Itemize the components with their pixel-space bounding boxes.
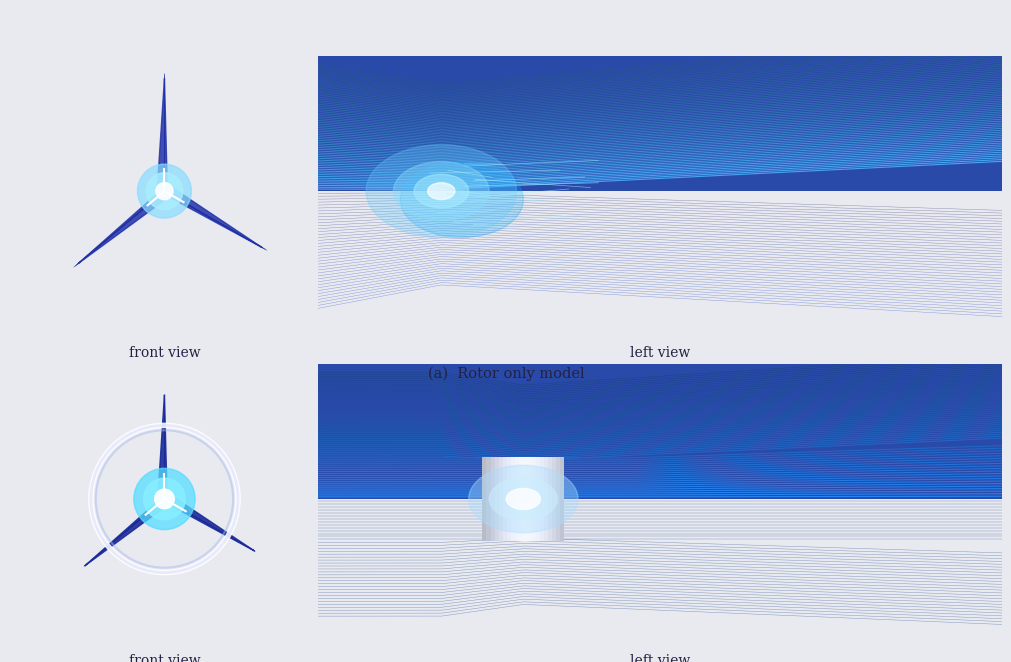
Text: left view: left view (629, 654, 690, 662)
FancyBboxPatch shape (515, 457, 519, 541)
Text: left view: left view (629, 346, 690, 360)
FancyBboxPatch shape (552, 457, 556, 541)
Polygon shape (163, 185, 262, 248)
Circle shape (156, 183, 173, 200)
FancyBboxPatch shape (486, 457, 490, 541)
Polygon shape (85, 497, 169, 566)
Circle shape (428, 183, 455, 199)
FancyBboxPatch shape (535, 457, 539, 541)
FancyBboxPatch shape (547, 457, 552, 541)
Circle shape (137, 164, 191, 218)
Text: (a)  Rotor only model: (a) Rotor only model (428, 367, 583, 381)
Polygon shape (163, 493, 255, 551)
Circle shape (144, 478, 185, 520)
Circle shape (468, 465, 577, 533)
FancyBboxPatch shape (317, 56, 1001, 191)
Text: front view: front view (128, 654, 200, 662)
Circle shape (488, 478, 557, 520)
FancyBboxPatch shape (543, 457, 547, 541)
FancyBboxPatch shape (482, 457, 486, 541)
Polygon shape (78, 189, 169, 263)
Circle shape (506, 489, 540, 510)
FancyBboxPatch shape (523, 457, 527, 541)
Circle shape (366, 145, 516, 238)
Circle shape (413, 174, 468, 208)
FancyBboxPatch shape (560, 457, 564, 541)
Text: front view: front view (128, 346, 200, 360)
FancyBboxPatch shape (507, 457, 511, 541)
Circle shape (393, 162, 488, 220)
FancyBboxPatch shape (556, 457, 560, 541)
Polygon shape (158, 395, 167, 499)
Polygon shape (157, 78, 167, 191)
FancyBboxPatch shape (539, 457, 543, 541)
FancyBboxPatch shape (498, 457, 502, 541)
FancyBboxPatch shape (502, 457, 507, 541)
FancyBboxPatch shape (490, 457, 494, 541)
Circle shape (155, 489, 174, 509)
FancyBboxPatch shape (494, 457, 498, 541)
Circle shape (146, 173, 183, 210)
FancyBboxPatch shape (531, 457, 535, 541)
Circle shape (400, 162, 523, 238)
FancyBboxPatch shape (527, 457, 531, 541)
FancyBboxPatch shape (519, 457, 523, 541)
FancyBboxPatch shape (482, 457, 564, 541)
FancyBboxPatch shape (511, 457, 515, 541)
Circle shape (133, 468, 195, 530)
FancyBboxPatch shape (317, 364, 1001, 499)
